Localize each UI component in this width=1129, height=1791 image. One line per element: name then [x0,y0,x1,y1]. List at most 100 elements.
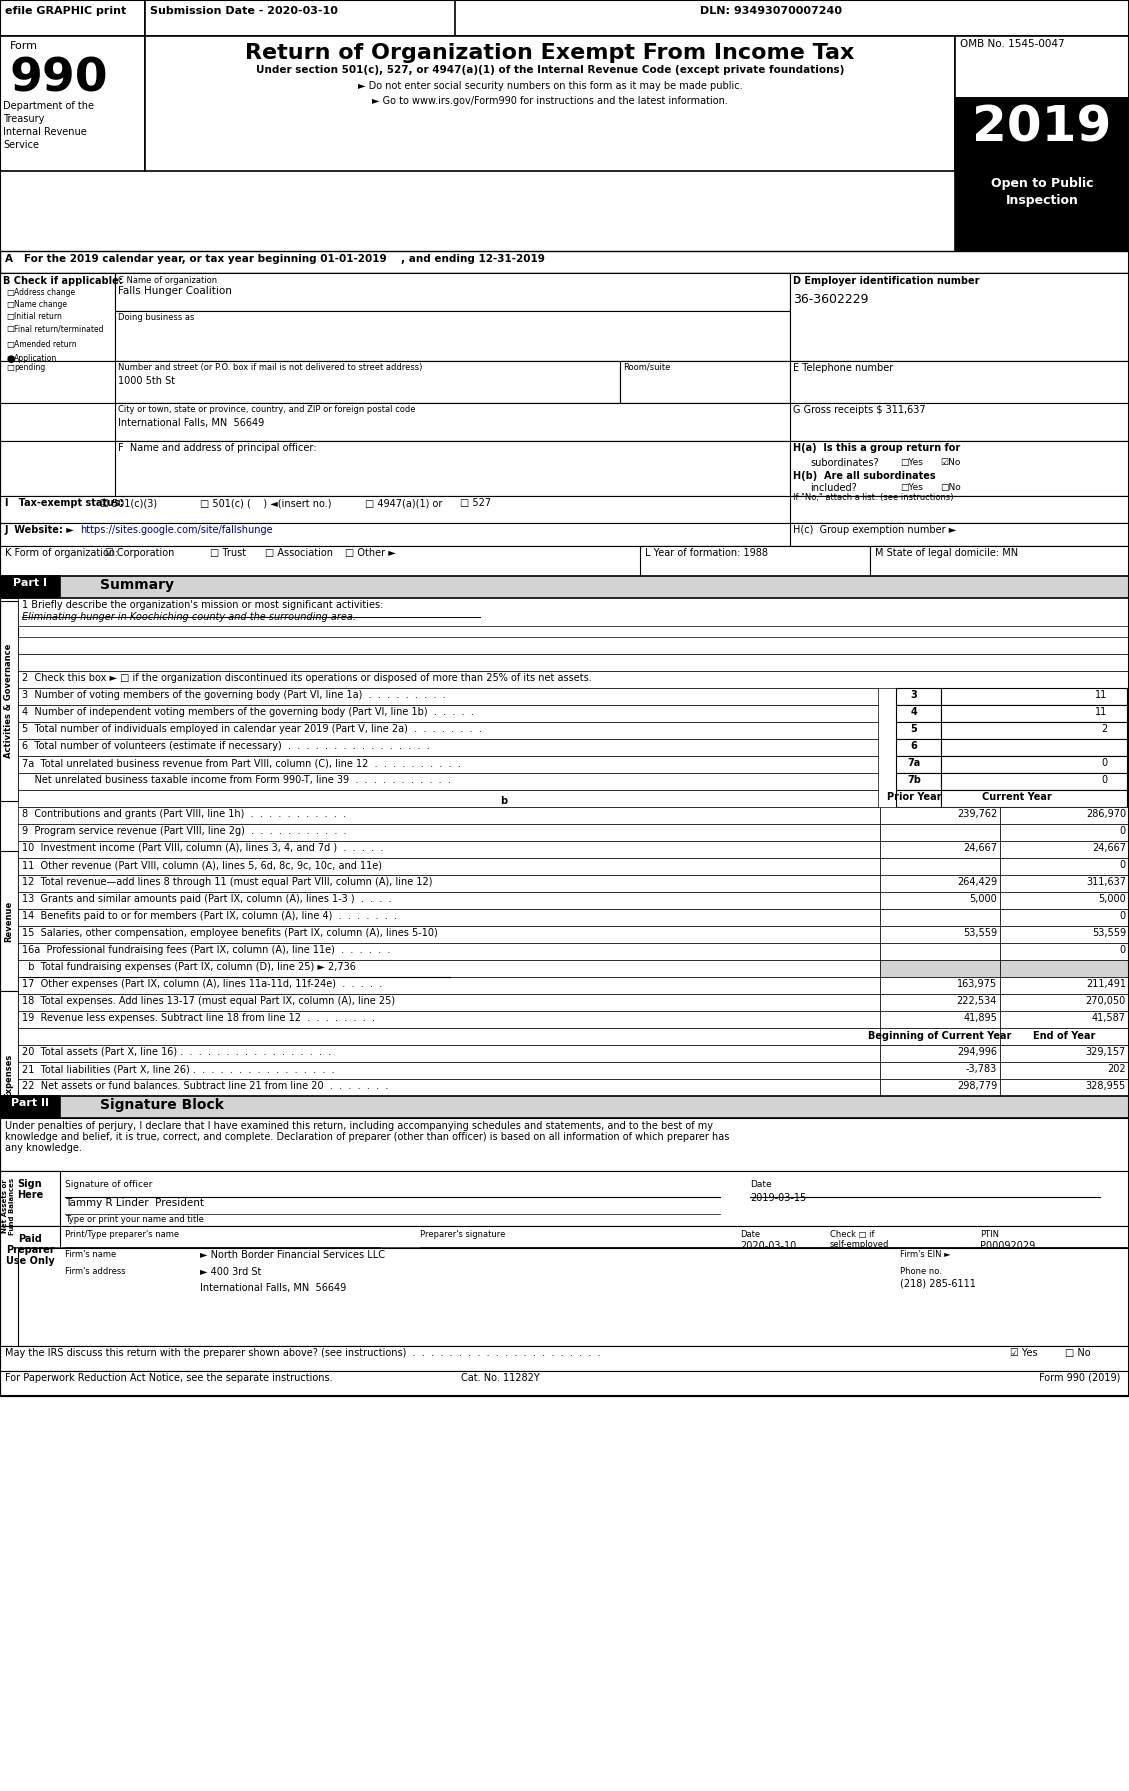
Bar [0,0,145,36]
Text: 239,762: 239,762 [956,810,997,818]
Text: Type or print your name and title: Type or print your name and title [65,1214,204,1223]
Bar [879,1010,1000,1028]
Text: 36-3602229: 36-3602229 [793,294,868,306]
Text: ☑ Corporation: ☑ Corporation [105,548,174,559]
Text: Under section 501(c), 527, or 4947(a)(1) of the Internal Revenue Code (except pr: Under section 501(c), 527, or 4947(a)(1)… [256,64,844,75]
Text: Phone no.: Phone no. [900,1266,942,1275]
Bar [18,672,1129,688]
Bar [879,1044,1000,1062]
Text: Internal Revenue: Internal Revenue [3,127,87,136]
Text: 2020-03-10: 2020-03-10 [739,1241,796,1250]
Text: subordinates?: subordinates? [809,458,878,467]
Bar [790,496,1129,523]
Bar [145,36,955,170]
Text: □ 4947(a)(1) or: □ 4947(a)(1) or [365,498,443,509]
Bar [790,272,1129,362]
Text: Submission Date - 2020-03-10: Submission Date - 2020-03-10 [150,5,338,16]
Bar [879,960,1000,978]
Bar [18,978,879,994]
Bar [18,824,879,842]
Text: □Yes: □Yes [900,458,922,467]
Text: 2: 2 [1101,724,1108,734]
Text: Sign: Sign [18,1178,42,1189]
Text: Firm's name: Firm's name [65,1250,116,1259]
Bar [115,441,790,496]
Bar [940,706,1127,722]
Text: K Form of organization:: K Form of organization: [5,548,119,559]
Text: 294,996: 294,996 [957,1048,997,1057]
Text: 3  Number of voting members of the governing body (Part VI, line 1a)  .  .  .  .: 3 Number of voting members of the govern… [21,690,446,700]
Text: 41,587: 41,587 [1092,1014,1126,1023]
Text: 7a  Total unrelated business revenue from Part VIII, column (C), line 12  .  .  : 7a Total unrelated business revenue from… [21,758,461,768]
Text: Falls Hunger Coalition: Falls Hunger Coalition [119,287,231,296]
Text: Name change: Name change [14,301,67,310]
Text: 15  Salaries, other compensation, employee benefits (Part IX, column (A), lines : 15 Salaries, other compensation, employe… [21,928,438,938]
Bar [955,170,1129,251]
Text: 5  Total number of individuals employed in calendar year 2019 (Part V, line 2a) : 5 Total number of individuals employed i… [21,724,482,734]
Bar [879,876,1000,892]
Text: J  Website: ►: J Website: ► [5,525,75,536]
Text: H(c)  Group exemption number ►: H(c) Group exemption number ► [793,525,956,536]
Bar [115,312,790,362]
Text: 24,667: 24,667 [963,844,997,853]
Text: 2019: 2019 [972,104,1112,150]
Text: ► 400 3rd St: ► 400 3rd St [200,1266,262,1277]
Bar [940,722,1127,740]
Text: 12  Total revenue—add lines 8 through 11 (must equal Part VIII, column (A), line: 12 Total revenue—add lines 8 through 11 … [21,878,432,887]
Bar [145,0,455,36]
Text: For Paperwork Reduction Act Notice, see the separate instructions.: For Paperwork Reduction Act Notice, see … [5,1374,333,1383]
Text: 202: 202 [1108,1064,1126,1075]
Bar [0,1347,1129,1370]
Text: 6: 6 [911,741,918,750]
Text: 0: 0 [1120,826,1126,836]
Text: Prior Year: Prior Year [886,792,942,802]
Text: ☑ Yes: ☑ Yes [1010,1349,1038,1358]
Text: □: □ [6,364,14,373]
Text: I   Tax-exempt status:: I Tax-exempt status: [5,498,124,509]
Text: (218) 285-6111: (218) 285-6111 [900,1279,975,1288]
Bar [879,858,1000,876]
Bar [0,1096,60,1118]
Bar [955,99,1129,170]
Bar [896,756,940,774]
Text: Doing business as: Doing business as [119,313,194,322]
Text: any knowledge.: any knowledge. [5,1143,82,1153]
Text: Date: Date [750,1180,771,1189]
Bar [879,994,1000,1010]
Text: Number and street (or P.O. box if mail is not delivered to street address): Number and street (or P.O. box if mail i… [119,364,422,373]
Bar [1000,1062,1129,1078]
Bar [18,756,878,774]
Bar [1000,926,1129,944]
Text: City or town, state or province, country, and ZIP or foreign postal code: City or town, state or province, country… [119,405,415,414]
Text: 329,157: 329,157 [1086,1048,1126,1057]
Text: Use Only: Use Only [6,1255,54,1266]
Text: □ No: □ No [1065,1349,1091,1358]
Bar [0,362,1129,403]
Bar [1000,876,1129,892]
Bar [879,1062,1000,1078]
Text: Preparer's signature: Preparer's signature [420,1230,506,1239]
Text: 11: 11 [1095,690,1108,700]
Bar [0,272,1129,362]
Bar [0,0,1129,36]
Bar [18,688,878,706]
Text: 0: 0 [1120,912,1126,921]
Bar [0,990,18,1161]
Bar [0,602,18,801]
Bar [0,251,1129,272]
Text: 41,895: 41,895 [963,1014,997,1023]
Text: b: b [500,795,507,806]
Bar [18,910,879,926]
Text: Form: Form [10,41,38,50]
Bar [1000,1028,1129,1044]
Bar [0,1370,1129,1395]
Bar [0,1171,60,1227]
Bar [1000,994,1129,1010]
Text: D Employer identification number: D Employer identification number [793,276,980,287]
Text: Form 990 (2019): Form 990 (2019) [1039,1374,1120,1383]
Bar [790,362,1129,403]
Text: 211,491: 211,491 [1086,980,1126,989]
Text: 0: 0 [1101,776,1108,784]
Text: 0: 0 [1120,860,1126,870]
Text: Print/Type preparer's name: Print/Type preparer's name [65,1230,180,1239]
